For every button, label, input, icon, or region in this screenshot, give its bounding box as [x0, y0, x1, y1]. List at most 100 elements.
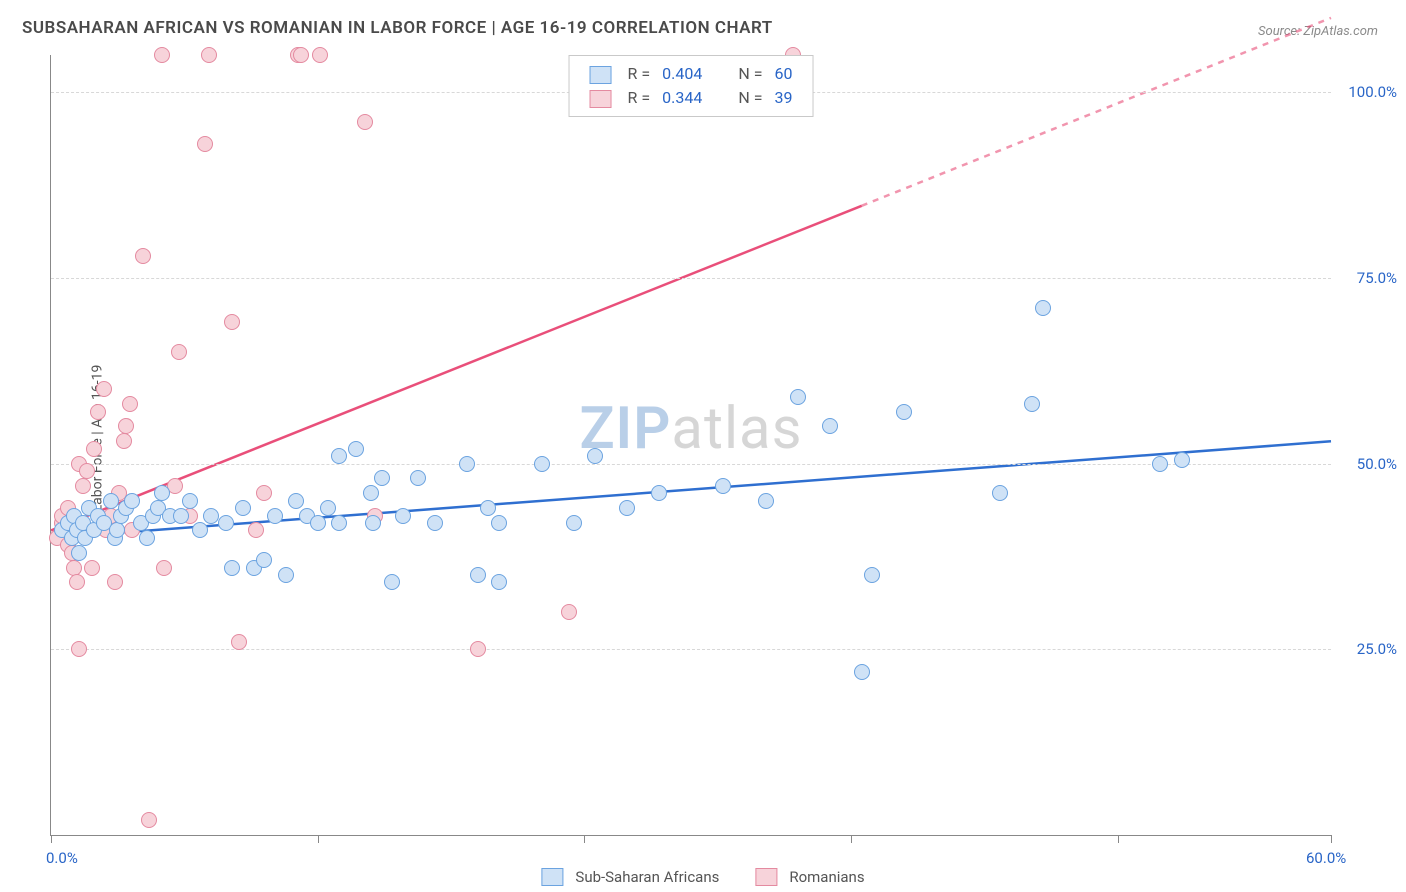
point-romanian	[116, 433, 132, 449]
n-value: 39	[768, 86, 798, 110]
point-ssa	[822, 418, 838, 434]
point-ssa	[1024, 396, 1040, 412]
point-romanian	[470, 641, 486, 657]
point-romanian	[197, 136, 213, 152]
point-ssa	[365, 515, 381, 531]
x-tick-label-min: 0.0%	[46, 849, 78, 867]
watermark-atlas: atlas	[671, 395, 802, 463]
r-label: R =	[622, 86, 657, 110]
gridline-h	[51, 649, 1331, 650]
point-romanian	[84, 560, 100, 576]
gridline-h	[51, 464, 1331, 465]
point-ssa	[124, 493, 140, 509]
point-ssa	[1035, 300, 1051, 316]
y-tick-label: 25.0%	[1337, 640, 1397, 658]
point-romanian	[141, 812, 157, 828]
point-ssa	[278, 567, 294, 583]
point-romanian	[79, 463, 95, 479]
point-romanian	[357, 114, 373, 130]
point-ssa	[224, 560, 240, 576]
point-ssa	[182, 493, 198, 509]
point-ssa	[491, 515, 507, 531]
source-attribution: Source: ZipAtlas.com	[1258, 24, 1378, 39]
point-romanian	[75, 478, 91, 494]
point-ssa	[459, 456, 475, 472]
point-ssa	[310, 515, 326, 531]
legend-row-rom: R =0.344 N =39	[584, 86, 799, 110]
point-ssa	[410, 470, 426, 486]
y-tick-label: 100.0%	[1337, 83, 1397, 101]
n-label: N =	[732, 86, 768, 110]
point-ssa	[139, 530, 155, 546]
point-ssa	[427, 515, 443, 531]
point-romanian	[118, 418, 134, 434]
trend-lines-layer	[51, 55, 1331, 835]
x-tick	[318, 835, 319, 843]
point-ssa	[534, 456, 550, 472]
point-ssa	[320, 500, 336, 516]
x-tick	[1118, 835, 1119, 843]
point-ssa	[203, 508, 219, 524]
legend-label: Sub-Saharan Africans	[575, 868, 719, 886]
gridline-h	[51, 278, 1331, 279]
point-romanian	[86, 441, 102, 457]
n-value: 60	[768, 62, 798, 86]
y-tick-label: 75.0%	[1337, 269, 1397, 287]
n-label: N =	[732, 62, 768, 86]
point-romanian	[96, 381, 112, 397]
trend-line-ssa	[51, 441, 1331, 538]
point-ssa	[288, 493, 304, 509]
legend-label: Romanians	[789, 868, 864, 886]
legend-item-ssa: Sub-Saharan Africans	[541, 868, 719, 886]
plot-area: ZIPatlas R =0.404N =60R =0.344N =39 25.0…	[50, 55, 1331, 836]
point-ssa	[267, 508, 283, 524]
point-ssa	[651, 485, 667, 501]
point-ssa	[173, 508, 189, 524]
point-ssa	[363, 485, 379, 501]
point-ssa	[256, 552, 272, 568]
point-ssa	[154, 485, 170, 501]
point-ssa	[619, 500, 635, 516]
point-ssa	[235, 500, 251, 516]
series-legend: Sub-Saharan Africans Romanians	[541, 868, 864, 886]
legend-swatch-rom	[590, 90, 612, 108]
point-ssa	[715, 478, 731, 494]
point-ssa	[71, 545, 87, 561]
point-ssa	[587, 448, 603, 464]
point-romanian	[561, 604, 577, 620]
r-value: 0.344	[656, 86, 708, 110]
x-tick-label-max: 60.0%	[1306, 849, 1346, 867]
point-ssa	[790, 389, 806, 405]
r-label: R =	[622, 62, 657, 86]
point-ssa	[109, 522, 125, 538]
point-romanian	[122, 396, 138, 412]
legend-row-ssa: R =0.404N =60	[584, 62, 799, 86]
point-romanian	[107, 574, 123, 590]
point-ssa	[103, 493, 119, 509]
point-romanian	[231, 634, 247, 650]
point-ssa	[395, 508, 411, 524]
point-ssa	[331, 448, 347, 464]
point-ssa	[758, 493, 774, 509]
x-tick	[1331, 835, 1332, 843]
point-ssa	[218, 515, 234, 531]
legend-swatch-ssa	[590, 66, 612, 84]
point-ssa	[374, 470, 390, 486]
chart-title: SUBSAHARAN AFRICAN VS ROMANIAN IN LABOR …	[22, 18, 773, 38]
x-tick	[584, 835, 585, 843]
point-romanian	[69, 574, 85, 590]
point-romanian	[256, 485, 272, 501]
point-ssa	[1152, 456, 1168, 472]
point-ssa	[331, 515, 347, 531]
point-ssa	[992, 485, 1008, 501]
legend-swatch-rom	[755, 868, 777, 886]
point-ssa	[864, 567, 880, 583]
point-romanian	[71, 641, 87, 657]
point-romanian	[135, 248, 151, 264]
point-ssa	[470, 567, 486, 583]
point-romanian	[154, 47, 170, 63]
correlation-legend: R =0.404N =60R =0.344 N =39	[569, 55, 814, 117]
point-ssa	[566, 515, 582, 531]
chart-container: SUBSAHARAN AFRICAN VS ROMANIAN IN LABOR …	[0, 0, 1406, 892]
trend-line-rom-dashed	[862, 18, 1331, 206]
